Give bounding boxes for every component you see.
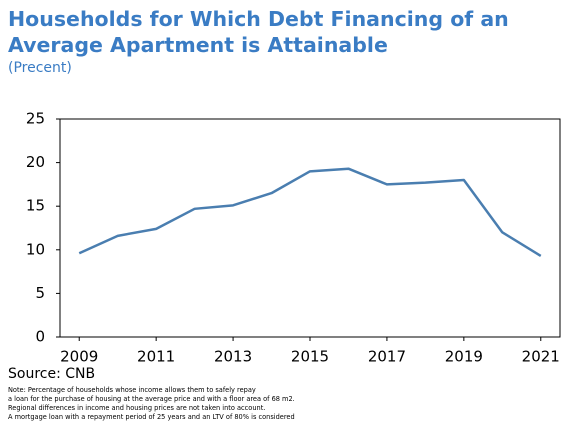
notes: Note: Percentage of households whose inc… (8, 386, 295, 422)
y-tick-label: 20 (26, 153, 45, 171)
note-line: a loan for the purchase of housing at th… (8, 395, 295, 403)
plot-frame (59, 118, 561, 338)
y-tick-label: 5 (35, 284, 45, 302)
data-line (78, 167, 542, 257)
x-tick-label: 2011 (137, 348, 175, 366)
y-tick-label: 15 (26, 197, 45, 215)
chart-title: Households for Which Debt Financing of a… (8, 7, 509, 57)
y-tick-label: 0 (35, 328, 45, 346)
note-line: A mortgage loan with a repayment period … (8, 413, 295, 421)
note-line: Regional differences in income and housi… (8, 404, 266, 412)
x-tick-label: 2009 (60, 348, 98, 366)
note-line: Note: Percentage of households whose inc… (8, 386, 256, 394)
y-tick-label: 10 (26, 240, 45, 258)
y-tick-label: 25 (26, 110, 45, 128)
x-tick-label: 2013 (214, 348, 252, 366)
x-tick-label: 2021 (522, 348, 560, 366)
x-tick-label: 2015 (291, 348, 329, 366)
chart-subtitle: (Precent) (8, 60, 72, 76)
x-tick-label: 2017 (368, 348, 406, 366)
source: Source: CNB (8, 366, 96, 382)
x-tick-label: 2019 (445, 348, 483, 366)
